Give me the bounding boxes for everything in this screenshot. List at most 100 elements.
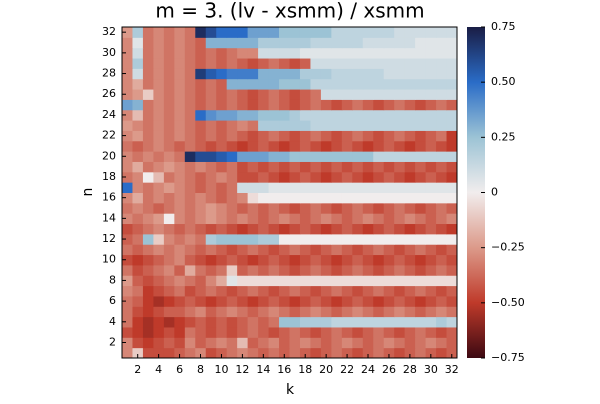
heatmap-cell	[268, 130, 280, 142]
heatmap-cell	[352, 89, 364, 100]
heatmap-cell	[299, 182, 311, 193]
heatmap-cell	[132, 337, 144, 349]
heatmap-cell	[436, 233, 448, 245]
heatmap-cell	[404, 47, 416, 59]
heatmap-cell	[132, 58, 144, 69]
colorbar	[467, 27, 485, 358]
heatmap-cell	[226, 151, 238, 162]
heatmap-cell	[258, 264, 270, 276]
heatmap-cell	[289, 161, 301, 173]
heatmap-cell	[415, 120, 427, 131]
heatmap-cell	[415, 37, 427, 49]
heatmap-cell	[247, 27, 259, 38]
heatmap-cell	[122, 89, 133, 100]
heatmap-cell	[425, 130, 437, 142]
heatmap-cell	[320, 337, 332, 349]
heatmap-cell	[132, 233, 144, 245]
heatmap-cell	[383, 78, 395, 90]
heatmap-cell	[247, 78, 259, 90]
heatmap-cell	[415, 264, 427, 276]
heatmap-cell	[320, 130, 332, 142]
heatmap-cell	[184, 78, 196, 90]
heatmap-cell	[446, 316, 458, 328]
heatmap-cell	[122, 27, 133, 38]
heatmap-cell	[195, 171, 207, 183]
heatmap-cell	[142, 223, 154, 235]
heatmap-cell	[362, 337, 374, 349]
heatmap-cell	[174, 161, 186, 173]
heatmap-cell	[415, 316, 427, 328]
y-tick-label: 28	[102, 67, 116, 80]
heatmap-cell	[352, 78, 364, 90]
heatmap-cell	[362, 27, 374, 38]
heatmap-cell	[195, 68, 207, 80]
heatmap-cell	[289, 223, 301, 235]
heatmap-cell	[404, 161, 416, 173]
heatmap-cell	[289, 244, 301, 256]
heatmap-cell	[394, 151, 406, 162]
heatmap-cell	[174, 202, 186, 214]
heatmap-cell	[216, 140, 228, 152]
heatmap-cell	[142, 109, 154, 121]
heatmap-cell	[226, 109, 238, 121]
heatmap-cell	[153, 120, 165, 131]
heatmap-cell	[331, 275, 343, 287]
heatmap-cell	[425, 244, 437, 256]
heatmap-cell	[195, 306, 207, 318]
heatmap-cell	[184, 316, 196, 328]
heatmap-cell	[320, 244, 332, 256]
heatmap-cell	[205, 37, 217, 49]
heatmap-cell	[205, 68, 217, 80]
heatmap-cell	[373, 27, 385, 38]
heatmap-cell	[258, 295, 270, 307]
heatmap-cell	[362, 140, 374, 152]
heatmap-cell	[122, 337, 133, 349]
y-tick-label: 26	[102, 87, 116, 100]
heatmap-cell	[299, 337, 311, 349]
heatmap-cell	[446, 89, 458, 100]
heatmap-cell	[436, 275, 448, 287]
heatmap-cell	[341, 264, 353, 276]
heatmap-cell	[195, 326, 207, 338]
heatmap-cell	[237, 254, 249, 266]
heatmap-cell	[142, 326, 154, 338]
heatmap-cell	[394, 182, 406, 193]
heatmap-cell	[352, 171, 364, 183]
heatmap-cell	[362, 171, 374, 183]
heatmap-cell	[341, 161, 353, 173]
heatmap-cell	[142, 285, 154, 297]
heatmap-cell	[341, 306, 353, 318]
heatmap-cell	[320, 120, 332, 131]
heatmap-cell	[268, 171, 280, 183]
heatmap-cell	[153, 161, 165, 173]
heatmap-cell	[247, 151, 259, 162]
heatmap-cell	[142, 171, 154, 183]
x-tick-label: 6	[176, 363, 183, 376]
heatmap-cell	[362, 223, 374, 235]
heatmap-cell	[268, 161, 280, 173]
heatmap-cell	[383, 140, 395, 152]
heatmap-cell	[205, 244, 217, 256]
x-tick-label: 8	[197, 363, 204, 376]
heatmap-cell	[352, 285, 364, 297]
heatmap-cell	[320, 223, 332, 235]
heatmap-cell	[436, 213, 448, 225]
heatmap-cell	[205, 254, 217, 266]
heatmap-cell	[132, 326, 144, 338]
heatmap-cell	[226, 244, 238, 256]
heatmap-cell	[341, 182, 353, 193]
x-tick-label: 20	[319, 363, 333, 376]
heatmap-cell	[142, 192, 154, 204]
heatmap-cell	[216, 192, 228, 204]
heatmap-cell	[184, 171, 196, 183]
heatmap-cell	[279, 264, 290, 276]
heatmap-cell	[404, 192, 416, 204]
heatmap-cell	[425, 337, 437, 349]
heatmap-cell	[132, 295, 144, 307]
heatmap-cell	[320, 182, 332, 193]
heatmap-cell	[404, 233, 416, 245]
heatmap-cell	[205, 99, 217, 111]
heatmap-cell	[373, 37, 385, 49]
heatmap-cell	[341, 223, 353, 235]
